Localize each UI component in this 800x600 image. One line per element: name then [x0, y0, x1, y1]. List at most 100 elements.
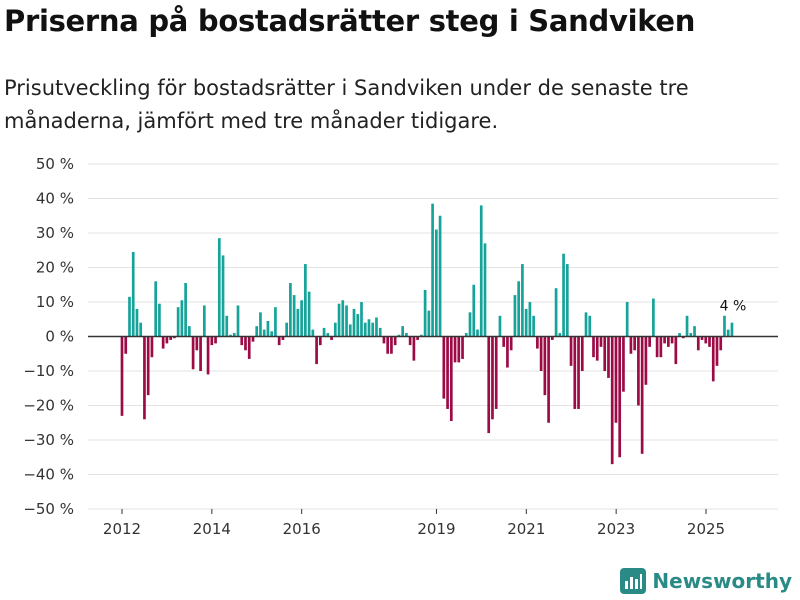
bar [711, 336, 715, 382]
bar [135, 308, 139, 337]
bar [367, 319, 371, 337]
bar [180, 300, 184, 337]
bar [554, 288, 558, 337]
bar [708, 336, 711, 347]
bar [427, 310, 431, 337]
bar [281, 336, 285, 340]
bar [648, 336, 651, 347]
bar [150, 336, 154, 358]
bar [165, 336, 169, 344]
bar [285, 322, 288, 337]
bar [693, 326, 696, 337]
bar [502, 336, 506, 347]
bar [715, 336, 719, 366]
y-tick-label: −50 % [23, 500, 74, 518]
bar [143, 336, 146, 420]
chart-subtitle: Prisutveckling för bostadsrätter i Sandv… [4, 76, 689, 133]
bar [550, 336, 554, 340]
y-tick-label: 50 % [36, 155, 74, 173]
bar [700, 336, 704, 340]
bar [262, 329, 266, 337]
bar [420, 334, 423, 337]
bar [221, 255, 225, 337]
latest-value-annotation: 4 % [720, 299, 747, 315]
bar [674, 336, 678, 365]
bar [614, 336, 618, 423]
bar [330, 336, 333, 340]
bar [322, 327, 326, 337]
bar [461, 336, 464, 359]
bar [375, 317, 378, 337]
bar [498, 315, 502, 337]
bar [464, 333, 468, 337]
bar [206, 336, 210, 375]
bar [599, 336, 603, 347]
bar [633, 336, 637, 351]
bar [382, 336, 386, 344]
y-tick-label: −20 % [23, 397, 74, 415]
bar [229, 334, 232, 337]
bar [315, 336, 318, 365]
bar [547, 336, 550, 423]
bar [438, 215, 442, 337]
bar [468, 312, 472, 337]
bar [539, 336, 543, 371]
bar [333, 322, 337, 337]
bar [449, 336, 453, 422]
bar [607, 336, 610, 378]
bar [236, 305, 240, 337]
bar [247, 336, 251, 359]
bar [356, 314, 360, 337]
bar [640, 336, 644, 454]
bar [622, 336, 625, 392]
bar [659, 336, 663, 358]
bar [225, 315, 229, 337]
bar [644, 336, 648, 385]
bar [446, 336, 449, 409]
bar [588, 315, 592, 337]
bar [595, 336, 599, 361]
bar [289, 283, 292, 337]
bar [442, 336, 446, 399]
bar [300, 300, 303, 337]
bar [397, 334, 401, 337]
bar [423, 289, 427, 337]
bar [360, 302, 363, 337]
bar [663, 336, 666, 344]
bar [217, 238, 221, 337]
bar [569, 336, 573, 366]
bar [124, 336, 128, 354]
bar [685, 315, 689, 337]
bar [681, 336, 685, 339]
bar [405, 333, 408, 337]
bar [202, 305, 206, 337]
bar [573, 336, 577, 409]
bar [304, 264, 307, 337]
y-tick-label: −10 % [23, 362, 74, 380]
bar [378, 327, 382, 337]
bar [120, 336, 124, 416]
bar [434, 229, 438, 337]
bar [618, 336, 622, 458]
bar [584, 312, 588, 337]
bar [393, 336, 397, 346]
bar [307, 291, 311, 337]
bar [326, 333, 330, 337]
bar [232, 333, 236, 337]
bar [199, 336, 202, 371]
x-axis-ticks: 2012 2014 2016 2019 2021 2023 2025 [103, 509, 725, 538]
bar [210, 336, 214, 346]
brand-logo: Newsworthy [620, 568, 792, 594]
x-tick-label: 2014 [193, 520, 231, 538]
newsworthy-logo-icon [620, 568, 647, 594]
bar [173, 336, 176, 339]
bar [603, 336, 607, 371]
bar [689, 333, 693, 337]
bar [625, 302, 629, 337]
bar [562, 253, 565, 337]
bar [670, 336, 674, 344]
bar [191, 336, 195, 370]
bar [139, 322, 143, 337]
y-tick-label: 30 % [36, 224, 74, 242]
bar [363, 322, 367, 337]
